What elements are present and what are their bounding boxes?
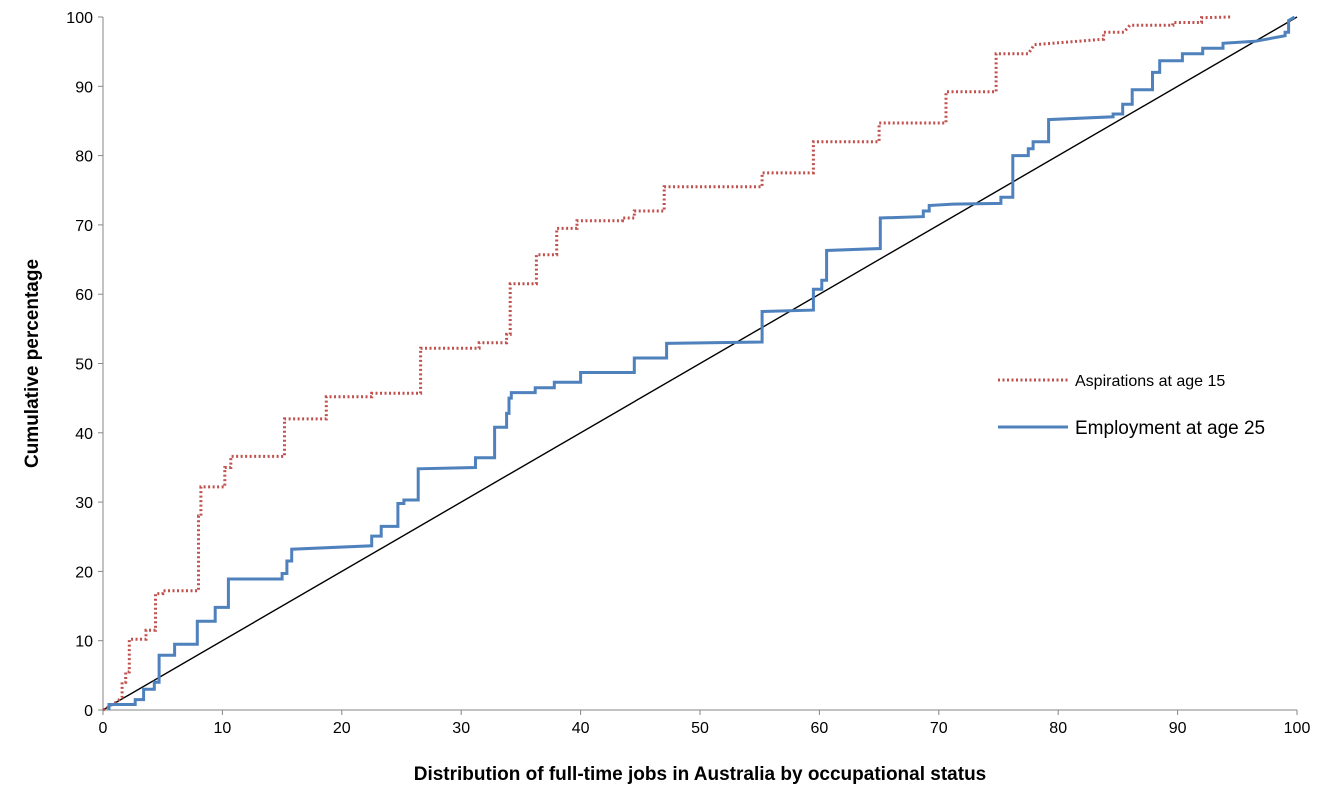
x-tick-label: 90: [1169, 720, 1187, 737]
y-tick-label: 60: [75, 287, 93, 304]
aspirations-line: [102, 15, 1231, 712]
y-tick-label: 90: [75, 79, 93, 96]
y-tick-label: 100: [66, 10, 93, 27]
employment-line: [107, 15, 1296, 710]
x-tick-label: 10: [214, 720, 232, 737]
legend-aspirations-label: Aspirations at age 15: [1075, 373, 1225, 390]
x-axis-title: Distribution of full-time jobs in Austra…: [414, 764, 987, 785]
x-tick-label: 0: [99, 720, 108, 737]
y-tick-label: 80: [75, 149, 93, 166]
x-tick-label: 20: [333, 720, 351, 737]
y-tick-label: 50: [75, 357, 93, 374]
legend: Aspirations at age 15 Employment at age …: [998, 373, 1265, 439]
y-tick-label: 30: [75, 495, 93, 512]
x-tick-label: 80: [1049, 720, 1067, 737]
x-tick-label: 100: [1284, 720, 1311, 737]
y-tick-label: 10: [75, 634, 93, 651]
axes: 0 10 20 30 40 50 60 70 80 90 100 0 10 20 30 40 50 60 70 80…: [66, 10, 1310, 737]
x-ticks: 0 10 20 30 40 50 60 70 80 90 100: [99, 710, 1311, 737]
y-tick-label: 0: [84, 703, 93, 720]
x-tick-label: 30: [452, 720, 470, 737]
y-tick-label: 70: [75, 218, 93, 235]
x-tick-label: 60: [811, 720, 829, 737]
x-tick-label: 70: [930, 720, 948, 737]
y-tick-label: 20: [75, 564, 93, 581]
y-ticks: 0 10 20 30 40 50 60 70 80 90 100: [66, 10, 103, 720]
legend-employment-label: Employment at age 25: [1075, 418, 1265, 439]
y-axis-title: Cumulative percentage: [22, 259, 43, 468]
x-tick-label: 50: [691, 720, 709, 737]
equality-diagonal-line: [102, 16, 1298, 711]
x-tick-label: 40: [572, 720, 590, 737]
series-layer: [102, 15, 1298, 712]
y-tick-label: 40: [75, 426, 93, 443]
